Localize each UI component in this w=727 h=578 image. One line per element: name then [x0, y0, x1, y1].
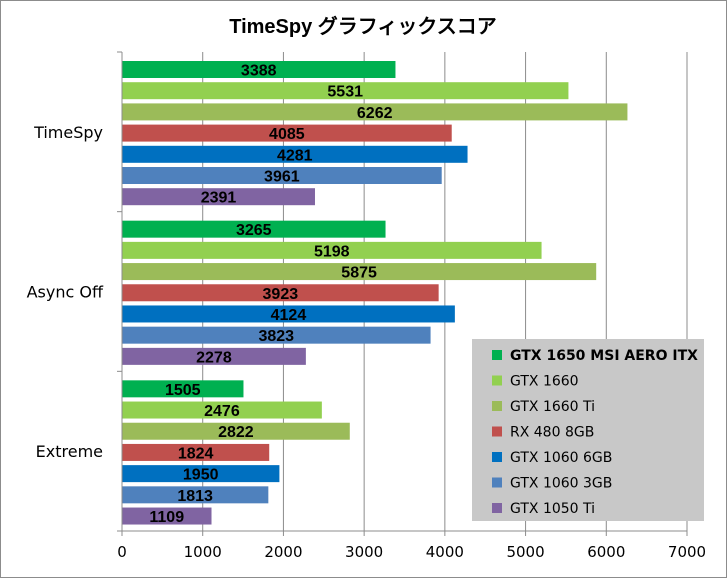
value-label: 1824: [178, 445, 214, 462]
bar-gtx-1060-6gb-2: [122, 465, 280, 483]
chart-title: TimeSpy グラフィックスコア: [229, 14, 497, 38]
value-label: 3961: [264, 169, 300, 186]
legend-entry: RX 480 8GB: [510, 425, 594, 441]
bar-gtx-1050-ti-0: [122, 188, 315, 206]
value-label: 6262: [357, 105, 393, 122]
bar-gtx-1660-ti-2: [122, 422, 350, 440]
value-label: 4124: [271, 307, 307, 324]
bar-gtx-1060-3gb-2: [122, 486, 269, 504]
legend-entry: GTX 1060 6GB: [510, 450, 612, 466]
bar-gtx-1060-3gb-0: [122, 167, 442, 184]
x-tick-label: 1000: [184, 543, 222, 561]
value-label: 2476: [204, 403, 240, 420]
bar-rx-480-8gb-1: [122, 284, 439, 302]
legend-entry: GTX 1660 Ti: [510, 399, 595, 415]
bar-gtx-1050-ti-2: [122, 507, 212, 525]
bar-rx-480-8gb-2: [122, 443, 270, 461]
legend-entry: GTX 1660: [510, 374, 579, 390]
legend-entry: GTX 1650 MSI AERO ITX: [510, 348, 698, 364]
legend-swatch: [492, 477, 502, 488]
x-tick-labels: 0 1000 2000 3000 4000 5000 6000 7000: [117, 543, 706, 561]
x-tick-label: 0: [117, 543, 127, 561]
x-tick-label: 5000: [506, 543, 544, 561]
value-label: 5198: [314, 243, 350, 260]
category-labels: TimeSpy Async Off Extreme: [27, 123, 104, 461]
value-label: 3388: [241, 63, 277, 80]
legend-swatch: [492, 452, 502, 462]
bar-gtx-1650-msi-aero-itx-1: [122, 220, 386, 238]
value-label: 5875: [341, 265, 377, 282]
bar-gtx-1060-6gb-1: [122, 305, 455, 323]
value-label: 4085: [269, 126, 305, 143]
legend-swatch: [492, 401, 502, 411]
value-label: 1950: [183, 467, 219, 484]
value-label: 1505: [165, 382, 201, 399]
axes: [117, 51, 688, 536]
value-label: 4281: [277, 147, 313, 164]
value-label: 3265: [236, 222, 272, 239]
legend-swatch: [492, 503, 502, 513]
value-label: 1813: [177, 488, 213, 505]
category-label: TimeSpy: [33, 123, 103, 142]
bar-gtx-1660-ti-0: [122, 103, 628, 121]
legend-swatch: [492, 375, 502, 386]
x-tick-label: 6000: [587, 543, 625, 561]
value-label: 2822: [218, 424, 254, 441]
value-label: 3923: [263, 286, 299, 303]
legend-swatch: [492, 350, 502, 360]
bar-rx-480-8gb-0: [122, 124, 452, 142]
x-tick-label: 4000: [426, 543, 464, 561]
bar-gtx-1650-msi-aero-itx-2: [122, 380, 244, 398]
value-label: 2278: [196, 349, 232, 366]
bar-gtx-1660-1: [122, 241, 542, 259]
bar-gtx-1650-msi-aero-itx-0: [122, 61, 396, 78]
x-tick-label: 7000: [668, 543, 706, 561]
value-label: 5531: [327, 84, 363, 101]
x-tick-label: 2000: [264, 543, 302, 561]
bar-gtx-1660-2: [122, 401, 322, 419]
legend-entry: GTX 1050 Ti: [510, 501, 595, 517]
x-tick-label: 3000: [345, 543, 383, 561]
legend-entry: GTX 1060 3GB: [510, 476, 612, 492]
value-label: 3823: [258, 328, 294, 345]
category-label: Async Off: [27, 283, 104, 302]
value-label: 2391: [201, 190, 237, 207]
bar-gtx-1060-3gb-1: [122, 326, 431, 344]
bar-gtx-1050-ti-1: [122, 347, 306, 365]
bars: 3388 5531 6262 4085 4281 3961 2391 3265 5198 5875…: [122, 61, 628, 526]
bar-gtx-1660-ti-1: [122, 263, 597, 281]
legend-swatch: [492, 426, 502, 437]
category-label: Extreme: [36, 442, 103, 461]
bar-gtx-1660-0: [122, 82, 569, 100]
value-label: 1109: [149, 509, 184, 526]
bar-gtx-1060-6gb-0: [122, 145, 468, 163]
legend-box: [472, 339, 704, 521]
legend: GTX 1650 MSI AERO ITX GTX 1660 GTX 1660 Ti…: [472, 339, 704, 521]
